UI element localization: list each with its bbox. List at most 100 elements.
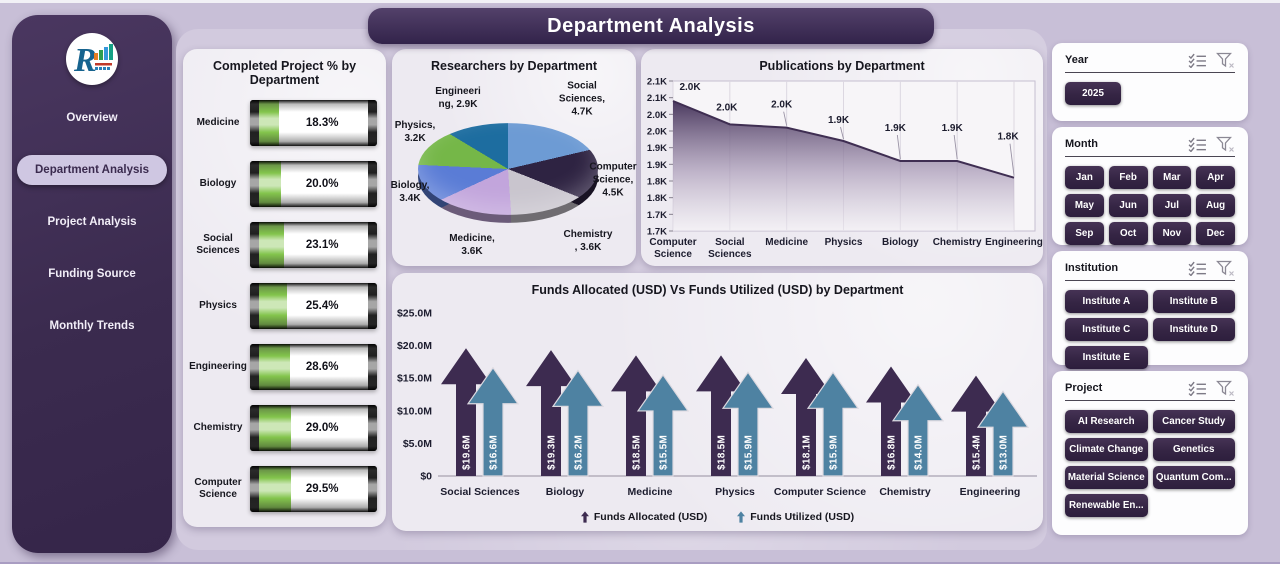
month-option-dec[interactable]: Dec [1196, 222, 1235, 245]
month-option-feb[interactable]: Feb [1108, 166, 1148, 189]
utilized-bar-biology[interactable] [551, 369, 605, 477]
battery-value-label: 29.5% [305, 483, 339, 495]
select-all-icon[interactable] [1188, 53, 1207, 68]
app-logo: R [66, 33, 118, 85]
leader-line [1009, 143, 1015, 176]
sidebar-item-monthly-trends[interactable]: Monthly Trends [49, 320, 135, 332]
project-option-quantum-com[interactable]: Quantum Com... [1152, 466, 1235, 489]
bar-value-label: $16.2M [574, 435, 585, 470]
project-option-ai-research[interactable]: AI Research [1065, 410, 1148, 433]
funds-category-label: Social Sciences [440, 486, 520, 498]
y-axis-label: $15.0M [397, 373, 432, 385]
clear-filter-icon[interactable] [1216, 136, 1235, 152]
battery-cap [368, 405, 377, 451]
utilized-bar-engineering[interactable] [976, 390, 1030, 477]
project-option-climate-change[interactable]: Climate Change [1065, 438, 1148, 461]
battery-row-physics: Physics 25.4% [189, 278, 377, 334]
project-option-genetics[interactable]: Genetics [1152, 438, 1235, 461]
year-option-2025[interactable]: 2025 [1065, 82, 1121, 105]
battery-gauge-social-sciences[interactable]: 23.1% [250, 222, 377, 268]
page-title: Department Analysis [368, 8, 934, 44]
pie-label-biology: Biology, 3.4K [390, 180, 430, 204]
legend-item-funds-allocated-usd[interactable]: Funds Allocated (USD) [580, 511, 708, 523]
clear-filter-icon[interactable] [1216, 380, 1235, 396]
legend-label: Funds Allocated (USD) [593, 511, 708, 523]
utilized-bar-chemistry[interactable] [891, 383, 945, 477]
publications-area[interactable] [673, 101, 1014, 231]
battery-gauge-chemistry[interactable]: 29.0% [250, 405, 377, 451]
institution-option-institute-e[interactable]: Institute E [1065, 346, 1148, 369]
month-option-oct[interactable]: Oct [1108, 222, 1148, 245]
pie-surface[interactable] [418, 123, 598, 215]
sidebar-item-project-analysis[interactable]: Project Analysis [47, 216, 137, 228]
month-option-apr[interactable]: Apr [1196, 166, 1235, 189]
battery-fill [259, 283, 287, 329]
y-tick-label: 2.1K [647, 77, 667, 88]
allocated-bar-physics[interactable] [696, 355, 746, 476]
battery-gauge-physics[interactable]: 25.4% [250, 283, 377, 329]
utilized-bar-computer-science[interactable] [806, 371, 860, 477]
project-option-cancer-study[interactable]: Cancer Study [1152, 410, 1235, 433]
legend-item-funds-utilized-usd[interactable]: Funds Utilized (USD) [737, 511, 854, 523]
publications-area-chart: 2.1K 2.1K 2.0K 2.0K 1.9K 1.9K 1.8K 1.8K 1.7K 1.7K… [647, 77, 1043, 261]
x-category-label: Physics [825, 237, 863, 248]
sidebar-item-overview[interactable]: Overview [66, 112, 118, 124]
pie-label-medicine: Medicine, 3.6K [449, 233, 495, 257]
utilized-bar-physics[interactable] [721, 371, 775, 477]
funds-category-label: Computer Science [774, 486, 866, 498]
logo-graphic: R [73, 42, 113, 79]
select-all-icon[interactable] [1188, 261, 1207, 276]
month-option-jun[interactable]: Jun [1108, 194, 1148, 217]
battery-fill [259, 161, 281, 207]
month-option-aug[interactable]: Aug [1196, 194, 1235, 217]
select-all-icon[interactable] [1188, 137, 1207, 152]
project-option-material-science[interactable]: Material Science [1065, 466, 1148, 489]
sidebar-item-funding-source[interactable]: Funding Source [48, 268, 136, 280]
battery-category-label: Chemistry [193, 422, 243, 433]
institution-option-institute-b[interactable]: Institute B [1152, 290, 1235, 313]
bar-value-label: $14.0M [914, 435, 925, 470]
battery-gauge-biology[interactable]: 20.0% [250, 161, 377, 207]
month-option-may[interactable]: May [1065, 194, 1104, 217]
select-all-icon[interactable] [1188, 381, 1207, 396]
allocated-bar-chemistry[interactable] [866, 366, 916, 476]
allocated-bar-engineering[interactable] [951, 375, 1001, 476]
month-option-nov[interactable]: Nov [1152, 222, 1192, 245]
x-category-label: Chemistry [933, 237, 982, 248]
sidebar-item-department-analysis[interactable]: Department Analysis [17, 155, 167, 185]
institution-option-institute-d[interactable]: Institute D [1152, 318, 1235, 341]
utilized-bar-social-sciences[interactable] [466, 366, 520, 477]
battery-cap [368, 222, 377, 268]
battery-value-label: 18.3% [305, 117, 339, 129]
allocated-bar-social-sciences[interactable] [441, 348, 491, 476]
month-option-mar[interactable]: Mar [1152, 166, 1192, 189]
battery-gauge-medicine[interactable]: 18.3% [250, 100, 377, 146]
allocated-bar-medicine[interactable] [611, 355, 661, 476]
month-option-sep[interactable]: Sep [1065, 222, 1104, 245]
battery-row-biology: Biology 20.0% [189, 156, 377, 212]
month-option-jul[interactable]: Jul [1152, 194, 1192, 217]
bar-value-label: $15.9M [744, 435, 755, 470]
bar-value-label: $19.3M [547, 435, 558, 470]
battery-gauge-engineering[interactable]: 28.6% [250, 344, 377, 390]
point-label: 1.8K [997, 132, 1019, 143]
bar-value-label: $16.6M [489, 435, 500, 470]
institution-filter-title: Institution [1065, 262, 1119, 274]
pie-label-physics: Physics, 3.2K [394, 120, 436, 144]
allocated-bar-biology[interactable] [526, 350, 576, 476]
battery-gauge-computer-science[interactable]: 29.5% [250, 466, 377, 512]
utilized-bar-medicine[interactable] [636, 373, 690, 477]
battery-cap [250, 283, 259, 329]
institution-option-institute-c[interactable]: Institute C [1065, 318, 1148, 341]
clear-filter-icon[interactable] [1216, 52, 1235, 68]
institution-option-institute-a[interactable]: Institute A [1065, 290, 1148, 313]
legend-arrow-icon [580, 511, 589, 523]
project-option-renewable-en[interactable]: Renewable En... [1065, 494, 1148, 517]
month-filter-header: Month [1065, 136, 1235, 157]
month-option-jan[interactable]: Jan [1065, 166, 1104, 189]
point-label: 1.9K [828, 115, 850, 126]
bar-value-label: $15.5M [659, 435, 670, 470]
allocated-bar-computer-science[interactable] [781, 357, 831, 476]
y-tick-label: 1.7K [647, 210, 667, 221]
clear-filter-icon[interactable] [1216, 260, 1235, 276]
